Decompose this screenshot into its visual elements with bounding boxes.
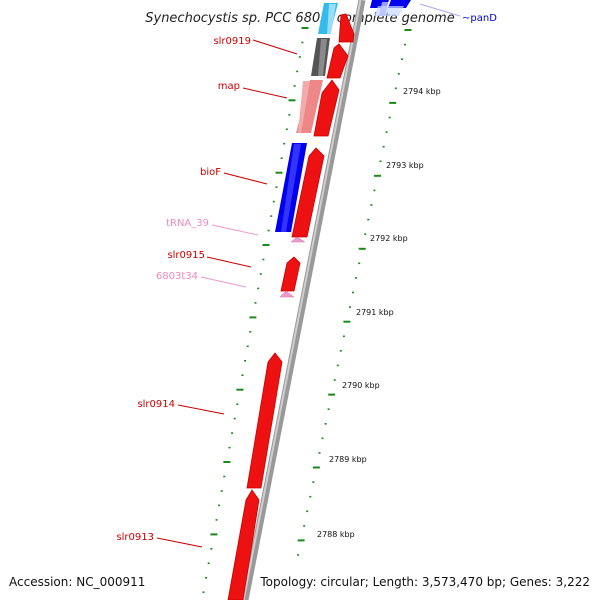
leader-slr0919	[252, 39, 298, 55]
feature-salmon-highlight	[298, 81, 310, 133]
gene-arrow-slr0915[interactable]	[280, 256, 301, 292]
leader-slr0915	[206, 256, 252, 268]
leader-slr0914	[177, 404, 225, 415]
feature-cyan-highlight	[327, 4, 336, 34]
label-slr0914[interactable]: slr0914	[137, 399, 175, 410]
label-tRNA_39[interactable]: tRNA_39	[166, 218, 209, 229]
rna-arrow-6803t34[interactable]	[279, 290, 295, 298]
genome-title: Synechocystis sp. PCC 6803, complete gen…	[145, 11, 454, 26]
label-slr0915[interactable]: slr0915	[167, 250, 205, 261]
leader-slr0913	[156, 537, 203, 548]
tick-label-2792: 2792 kbp	[370, 234, 408, 243]
tick-label-2790: 2790 kbp	[342, 381, 380, 390]
label-panD[interactable]: ~panD	[462, 13, 497, 24]
outer-tick-track	[297, 29, 412, 556]
feature-gray-highlight	[318, 39, 327, 76]
rna-arrow-tRNA_39[interactable]	[290, 236, 306, 243]
panD-leader	[419, 3, 461, 17]
tick-label-2791: 2791 kbp	[356, 308, 394, 317]
leader-tRNA_39	[211, 224, 259, 236]
inner-tick-track	[202, 27, 309, 594]
leader-map	[242, 87, 288, 99]
genome-backbone	[241, 0, 366, 600]
gene-arrow-top[interactable]	[338, 13, 355, 43]
tick-label-2794: 2794 kbp	[403, 87, 441, 96]
topology-text: Topology: circular; Length: 3,573,470 bp…	[259, 575, 590, 589]
genome-backbone-highlight	[242, 0, 362, 600]
tick-label-2793: 2793 kbp	[386, 161, 424, 170]
gene-arrow-map[interactable]	[313, 79, 340, 137]
gene-arrow-slr0913[interactable]	[227, 489, 260, 600]
feature-light-blue	[374, 6, 404, 16]
gene-arrow-bioF[interactable]	[291, 147, 325, 238]
leader-6803t34	[200, 276, 247, 288]
label-map[interactable]: map	[218, 81, 240, 92]
label-slr0913[interactable]: slr0913	[116, 532, 154, 543]
label-bioF[interactable]: bioF	[200, 167, 221, 178]
label-slr0919[interactable]: slr0919	[213, 36, 251, 47]
tick-label-2789: 2789 kbp	[329, 455, 367, 464]
feature-bioF-blue-highlight	[281, 144, 301, 232]
gene-arrow-slr0914[interactable]	[246, 352, 283, 489]
label-6803t34[interactable]: 6803t34	[156, 271, 198, 282]
gene-arrow-slr0919[interactable]	[326, 43, 349, 79]
leader-bioF	[223, 172, 268, 185]
accession-text: Accession: NC_000911	[9, 575, 145, 589]
tick-label-2788: 2788 kbp	[317, 530, 355, 539]
